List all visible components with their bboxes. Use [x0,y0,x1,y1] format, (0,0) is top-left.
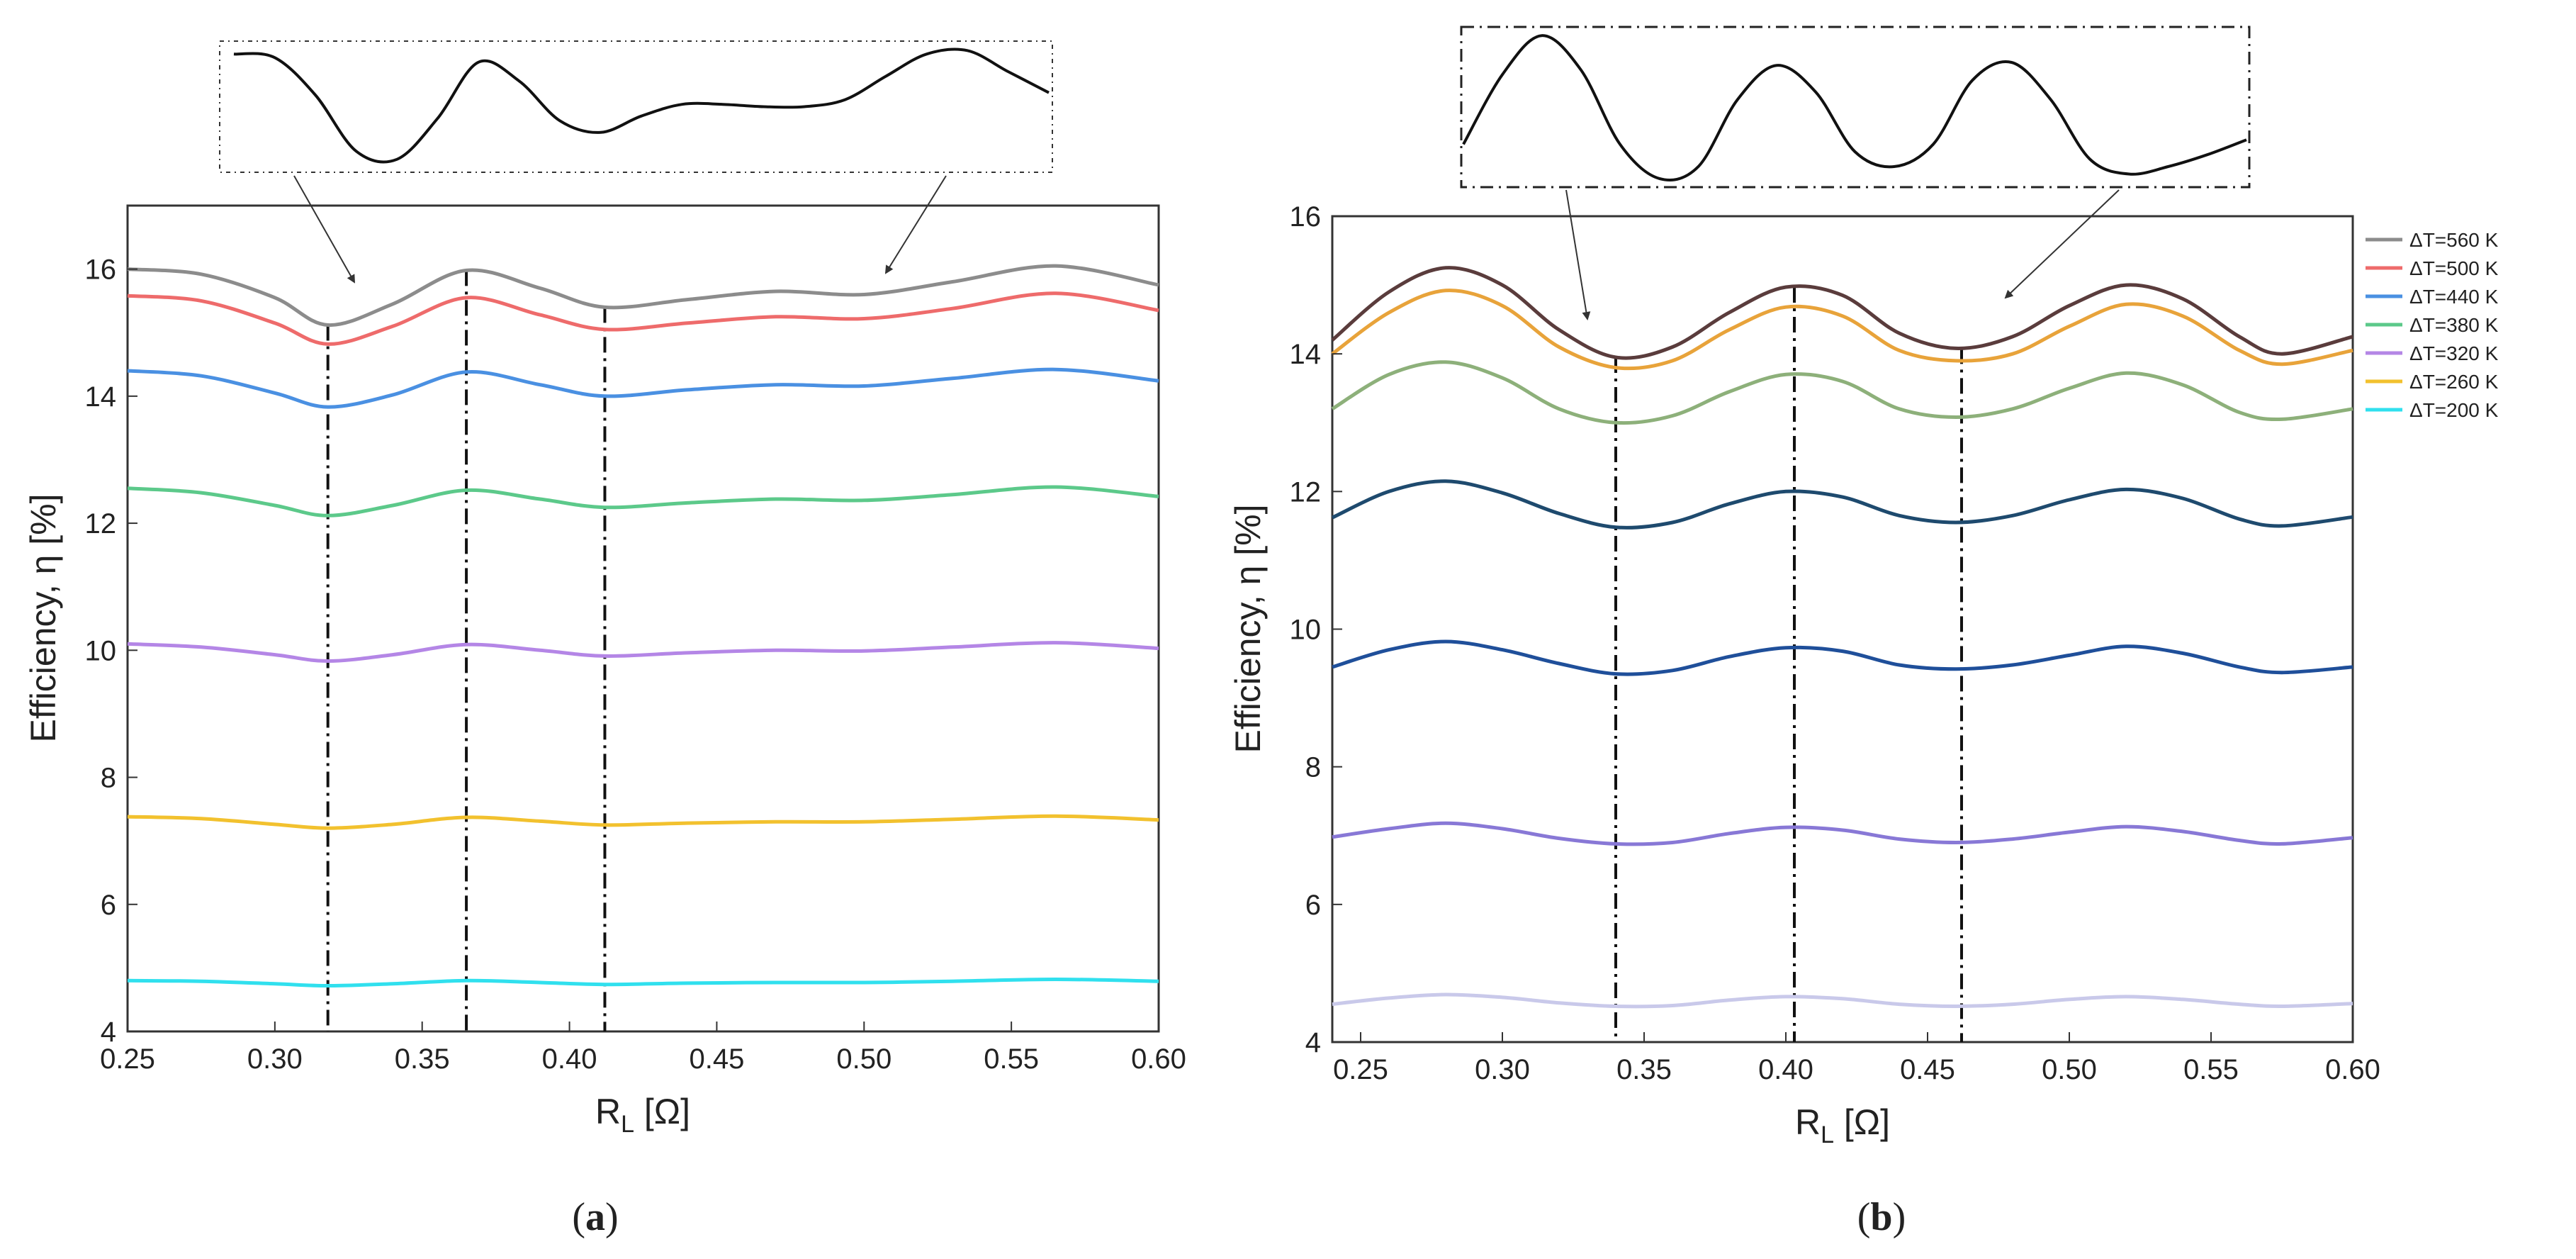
x-axis-title-unit-a: [Ω] [634,1092,690,1131]
plot-area-b [1331,215,2354,1043]
x-axis-title-b: RL [Ω] [1795,1102,1890,1148]
caption-a-open: ( [572,1195,585,1239]
legend-label-0: ΔT=560 K [2409,229,2499,251]
caption-b-letter: b [1870,1195,1892,1239]
x-axis-title-a: RL [Ω] [595,1092,690,1138]
legend-label-2: ΔT=440 K [2409,286,2499,308]
x-tick-label-a: 0.60 [1131,1043,1186,1075]
inset-box-a [219,40,1053,173]
y-tick-label-a: 10 [85,635,117,666]
x-tick-label-a: 0.30 [247,1043,303,1075]
chart-panel-b: 0.25 0.30 0.35 0.40 0.45 0.50 0.55 0.60 4 6 8 10 12… [1228,26,2499,1239]
series-line-b-1 [1331,289,2353,371]
x-axis-title-unit-b: [Ω] [1834,1102,1890,1142]
series-line-b-3 [1331,479,2353,530]
caption-a-letter: a [585,1195,605,1239]
series-line-a-5 [127,814,1159,830]
x-tick-label-b: 0.40 [1758,1054,1813,1085]
x-tick-label-b: 0.30 [1475,1054,1530,1085]
series-line-a-0 [127,264,1159,328]
series-line-b-2 [1331,360,2353,425]
series-line-a-1 [127,291,1159,346]
legend-label-1: ΔT=500 K [2409,257,2499,279]
series-line-a-2 [127,367,1159,409]
y-tick-label-a: 8 [101,763,116,794]
inset-arrow-left-a [293,175,355,284]
x-tick-label-a: 0.25 [100,1043,155,1075]
x-tick-label-a: 0.35 [395,1043,450,1075]
legend-label-3: ΔT=380 K [2409,314,2499,336]
caption-a-close: ) [605,1195,619,1239]
x-tick-label-a: 0.50 [836,1043,892,1075]
inset-arrow-left-b [1565,189,1591,320]
inset-curve-a [233,47,1050,164]
legend-b: ΔT=560 K ΔT=500 K ΔT=440 K ΔT=380 K ΔT=320 K… [2366,229,2499,421]
legend-label-5: ΔT=260 K [2409,371,2499,393]
series-line-b-6 [1332,992,2353,1009]
inset-arrow-right-a [884,175,947,274]
y-tick-label-b: 14 [1290,339,1322,370]
y-tick-label-a: 6 [101,890,116,921]
inset-arrow-right-b [2004,189,2120,299]
x-tick-label-b: 0.35 [1616,1054,1672,1085]
caption-a: (a) [572,1195,618,1239]
legend-label-6: ΔT=200 K [2409,399,2499,421]
x-tick-label-b: 0.55 [2183,1054,2239,1085]
y-tick-label-b: 12 [1290,476,1322,508]
y-tick-label-a: 16 [85,254,117,286]
y-tick-label-b: 8 [1305,752,1321,783]
x-tick-label-b: 0.60 [2325,1054,2380,1085]
legend-label-4: ΔT=320 K [2409,342,2499,364]
x-axis-title-sub-b: L [1821,1121,1834,1148]
caption-b-close: ) [1893,1195,1906,1239]
y-axis-title-b: Efficiency, η [%] [1228,504,1268,753]
inset-curve-b [1462,34,2247,181]
series-line-a-3 [127,485,1159,517]
x-tick-label-b: 0.25 [1333,1054,1388,1085]
x-tick-label-a: 0.40 [542,1043,597,1075]
caption-b: (b) [1857,1195,1906,1239]
x-axis-title-sub-a: L [621,1111,634,1138]
y-axis-title-a: Efficiency, η [%] [23,493,63,742]
series-line-b-0 [1331,266,2353,360]
chart-panel-a: 0.25 0.30 0.35 0.40 0.45 0.50 0.55 0.60 4 6 8 10 12… [23,40,1186,1239]
plot-area-a [126,204,1160,1033]
x-tick-label-a: 0.45 [689,1043,744,1075]
inset-box-b [1460,26,2251,189]
x-axis-title-main-a: R [595,1092,621,1131]
series-line-a-6 [127,977,1159,988]
series-line-b-5 [1332,821,2353,846]
y-tick-label-b: 16 [1290,201,1322,233]
series-line-b-4 [1332,639,2353,676]
y-tick-label-b: 6 [1305,890,1321,921]
y-tick-label-a: 14 [85,381,117,413]
x-tick-label-a: 0.55 [984,1043,1039,1075]
x-tick-label-b: 0.45 [1900,1054,1955,1085]
y-tick-label-a: 12 [85,508,117,539]
series-line-a-4 [127,641,1159,664]
x-tick-label-b: 0.50 [2042,1054,2097,1085]
y-tick-label-b: 4 [1305,1027,1321,1058]
caption-b-open: ( [1857,1195,1871,1239]
y-tick-label-b: 10 [1290,615,1322,646]
y-tick-label-a: 4 [101,1017,116,1048]
x-axis-title-main-b: R [1795,1102,1821,1142]
